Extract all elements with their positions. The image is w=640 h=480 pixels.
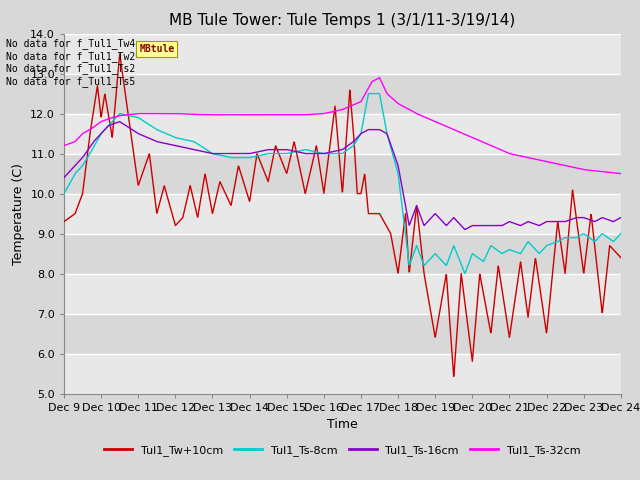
Bar [64, 313, 621, 354]
Text: No data for f_Tul1_Tw4
No data for f_Tul1_Tw2
No data for f_Tul1_Ts2
No data for: No data for f_Tul1_Tw4 No data for f_Tul… [6, 38, 136, 87]
X-axis label: Time: Time [327, 418, 358, 431]
Bar [64, 73, 621, 114]
Text: MBtule: MBtule [139, 44, 175, 54]
Bar [64, 193, 621, 234]
Legend: Tul1_Tw+10cm, Tul1_Ts-8cm, Tul1_Ts-16cm, Tul1_Ts-32cm: Tul1_Tw+10cm, Tul1_Ts-8cm, Tul1_Ts-16cm,… [100, 440, 585, 460]
Bar [64, 354, 621, 394]
Bar [64, 34, 621, 73]
Bar [64, 154, 621, 193]
Title: MB Tule Tower: Tule Temps 1 (3/1/11-3/19/14): MB Tule Tower: Tule Temps 1 (3/1/11-3/19… [169, 13, 516, 28]
Y-axis label: Temperature (C): Temperature (C) [12, 163, 25, 264]
Bar [64, 234, 621, 274]
Bar [64, 114, 621, 154]
Bar [64, 274, 621, 313]
